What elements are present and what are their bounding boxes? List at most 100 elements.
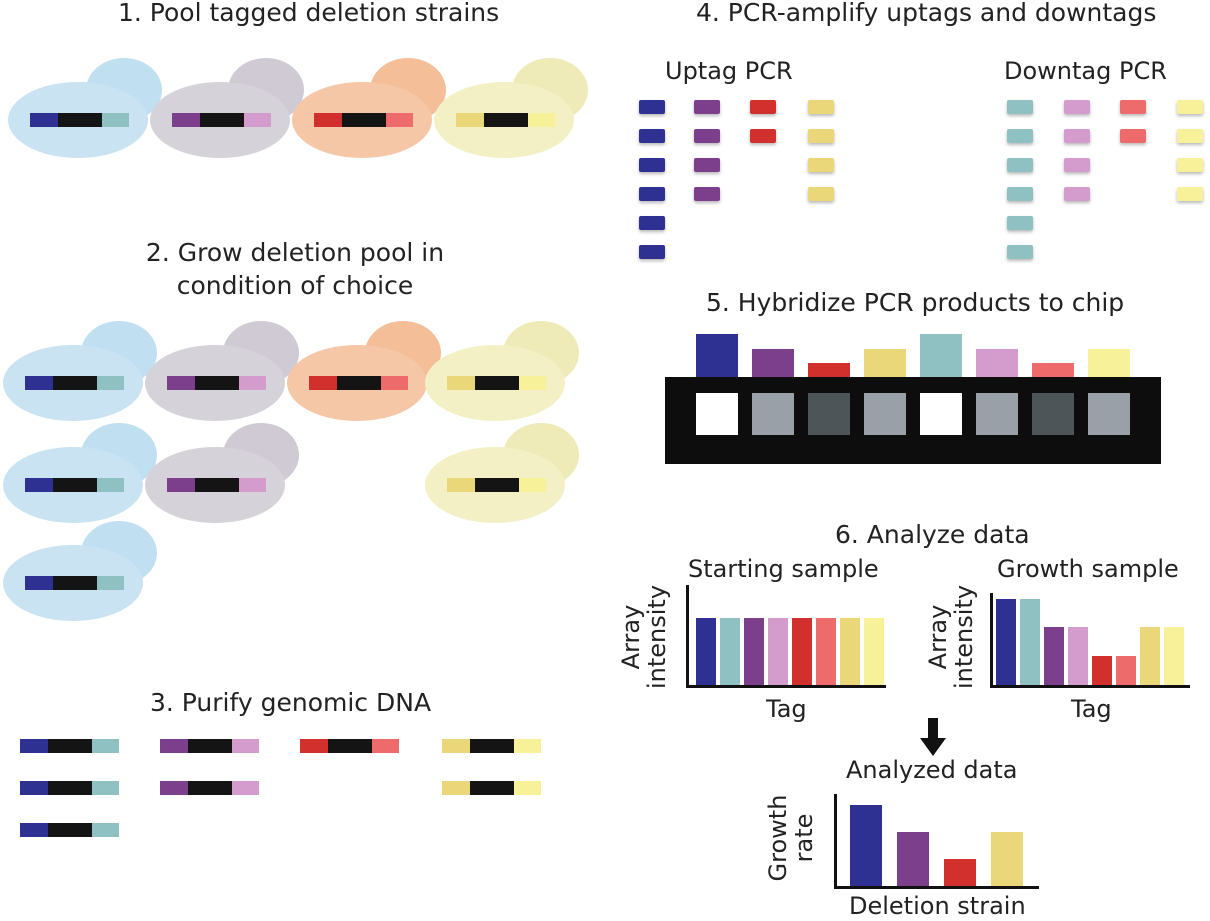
hybridized-tag [976,349,1018,377]
analyzed-y-label-line2: rate [790,813,818,863]
uptag-product [808,129,834,143]
bar-yellow-uptag [1140,627,1160,685]
gene-marker [200,113,244,127]
hybridized-tag [864,349,906,377]
hybridized-tag [920,334,962,377]
bar-red-strain [944,859,976,886]
uptag-product [639,158,665,172]
bar-light-yellow-downtag [864,618,884,685]
downtag [97,376,124,390]
uptag [456,113,484,127]
downtag [97,576,124,590]
downtag-product [1007,100,1033,114]
downtag-product [1177,158,1203,172]
uptag-product [750,129,776,143]
gene-marker [475,376,519,390]
deletion-cassette [25,576,124,590]
starting-y-label-line1: Array [617,604,645,670]
x-axis [990,685,1190,688]
deletion-cassette [447,376,546,390]
downtag [381,376,408,390]
chip-spot [696,393,738,435]
bar-salmon-downtag [816,618,836,685]
chip-spot [1032,393,1074,435]
bar-red-uptag [1092,656,1112,685]
hybridized-tag [808,363,850,377]
chip-spot [752,393,794,435]
step2-title: 2. Grow deletion pool in condition of ch… [120,238,470,300]
bar-blue-strain [850,805,882,886]
gene-marker [53,376,97,390]
gene-marker [48,781,92,795]
analyzed-y-label-line1: Growth [764,794,792,882]
growth-sample-title: Growth sample [997,555,1179,583]
uptag-product [750,100,776,114]
deletion-cassette [167,478,266,492]
chip-spot [1088,393,1130,435]
downtag-product [1177,100,1203,114]
deletion-cassette [456,113,555,127]
step5-title: 5. Hybridize PCR products to chip [706,288,1125,317]
downtag-product [1007,129,1033,143]
down-arrow-icon [920,718,946,756]
gene-marker [188,739,232,753]
genomic-dna-fragment [20,739,119,753]
gene-marker [48,823,92,837]
analyzed-x-label: Deletion strain [849,892,1026,920]
uptag [25,478,53,492]
bar-pink-downtag [1068,627,1088,685]
gene-marker [58,113,102,127]
uptag [25,576,53,590]
downtag-product [1064,187,1090,201]
uptag [20,739,48,753]
uptag [20,781,48,795]
uptag-product [694,100,720,114]
uptag [167,376,195,390]
bar-pink-downtag [768,618,788,685]
gene-marker [470,781,514,795]
bar-purple-uptag [744,618,764,685]
chip-spot [864,393,906,435]
hybridized-tag [752,349,794,377]
downtag [92,739,119,753]
gene-marker [475,478,519,492]
bar-blue-uptag [996,599,1016,685]
step1-title: 1. Pool tagged deletion strains [118,0,500,27]
genomic-dna-fragment [160,739,259,753]
hybridized-tag [1032,363,1074,377]
gene-marker [328,739,372,753]
deletion-cassette [314,113,413,127]
downtag [92,823,119,837]
bar-teal-downtag [1020,599,1040,685]
gene-marker [484,113,528,127]
genomic-dna-fragment [20,781,119,795]
downtag [519,376,546,390]
uptag [160,781,188,795]
growth-y-label-line2: intensity [950,584,978,690]
bar-salmon-downtag [1116,656,1136,685]
growth-y-label: Array intensity [924,582,978,692]
uptag [442,739,470,753]
uptag-product [694,158,720,172]
downtag-product [1120,100,1146,114]
downtag-pcr-label: Downtag PCR [1004,57,1167,85]
uptag [20,823,48,837]
downtag-product [1064,129,1090,143]
deletion-cassette [309,376,408,390]
analyzed-data-title: Analyzed data [846,756,1018,784]
uptag-product [639,129,665,143]
bar-yellow-uptag [840,618,860,685]
growth-x-label: Tag [1071,695,1112,723]
step2-title-line2: condition of choice [176,271,414,300]
chip-body [665,377,1161,464]
downtag [232,739,259,753]
step2-title-line1: 2. Grow deletion pool in [145,238,445,267]
gene-marker [342,113,386,127]
downtag [528,113,555,127]
uptag-product [808,158,834,172]
downtag [102,113,129,127]
y-axis [686,585,689,685]
downtag-product [1177,129,1203,143]
downtag [244,113,271,127]
deletion-cassette [172,113,271,127]
